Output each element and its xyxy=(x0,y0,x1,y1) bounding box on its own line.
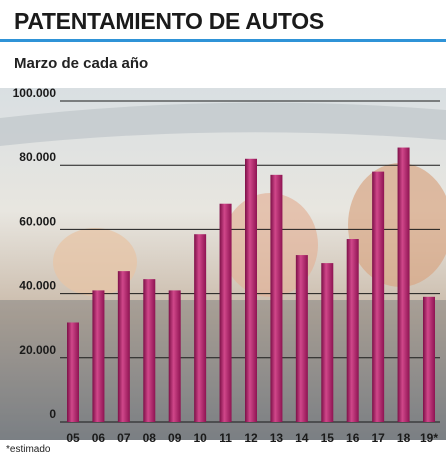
x-tick-label: 08 xyxy=(143,431,157,445)
bar xyxy=(117,271,130,422)
footnote: *estimado xyxy=(6,444,51,455)
bar xyxy=(423,296,435,422)
x-tick-label: 19* xyxy=(420,431,438,445)
y-axis-labels: 0 20.000 40.000 60.000 80.000 100.000 xyxy=(13,86,57,421)
title-rule xyxy=(0,39,446,42)
chart-subtitle: Marzo de cada año xyxy=(14,55,149,72)
x-tick-label: 06 xyxy=(92,431,106,445)
bar xyxy=(168,290,181,422)
x-tick-label: 17 xyxy=(371,431,385,445)
y-tick-label: 80.000 xyxy=(19,150,56,164)
x-axis-labels: 05 06 07 08 09 10 11 12 13 14 15 16 17 18 19* xyxy=(66,431,438,445)
bars xyxy=(67,147,435,423)
x-tick-label: 05 xyxy=(66,431,80,445)
x-tick-label: 16 xyxy=(346,431,360,445)
y-tick-label: 40.000 xyxy=(19,279,56,293)
y-tick-label: 100.000 xyxy=(13,86,57,100)
y-tick-label: 60.000 xyxy=(19,214,56,228)
bar xyxy=(295,255,308,422)
x-tick-label: 14 xyxy=(295,431,309,445)
bar xyxy=(270,174,283,422)
bar xyxy=(143,279,156,422)
chart-title: PATENTAMIENTO DE AUTOS xyxy=(14,8,324,34)
bar xyxy=(397,147,410,423)
bar xyxy=(346,239,359,422)
bar xyxy=(219,203,232,422)
x-tick-label: 13 xyxy=(270,431,284,445)
bar xyxy=(245,158,257,422)
y-tick-label: 0 xyxy=(49,407,56,421)
x-tick-label: 15 xyxy=(321,431,335,445)
bar xyxy=(194,234,207,422)
bar xyxy=(92,290,105,422)
x-tick-label: 07 xyxy=(117,431,131,445)
bar xyxy=(321,263,334,422)
bar xyxy=(372,171,385,422)
x-tick-label: 09 xyxy=(168,431,182,445)
x-tick-label: 11 xyxy=(219,431,232,445)
bar xyxy=(67,322,79,422)
x-tick-label: 18 xyxy=(397,431,411,445)
x-tick-label: 10 xyxy=(193,431,207,445)
y-tick-label: 20.000 xyxy=(19,343,56,357)
x-tick-label: 12 xyxy=(244,431,258,445)
